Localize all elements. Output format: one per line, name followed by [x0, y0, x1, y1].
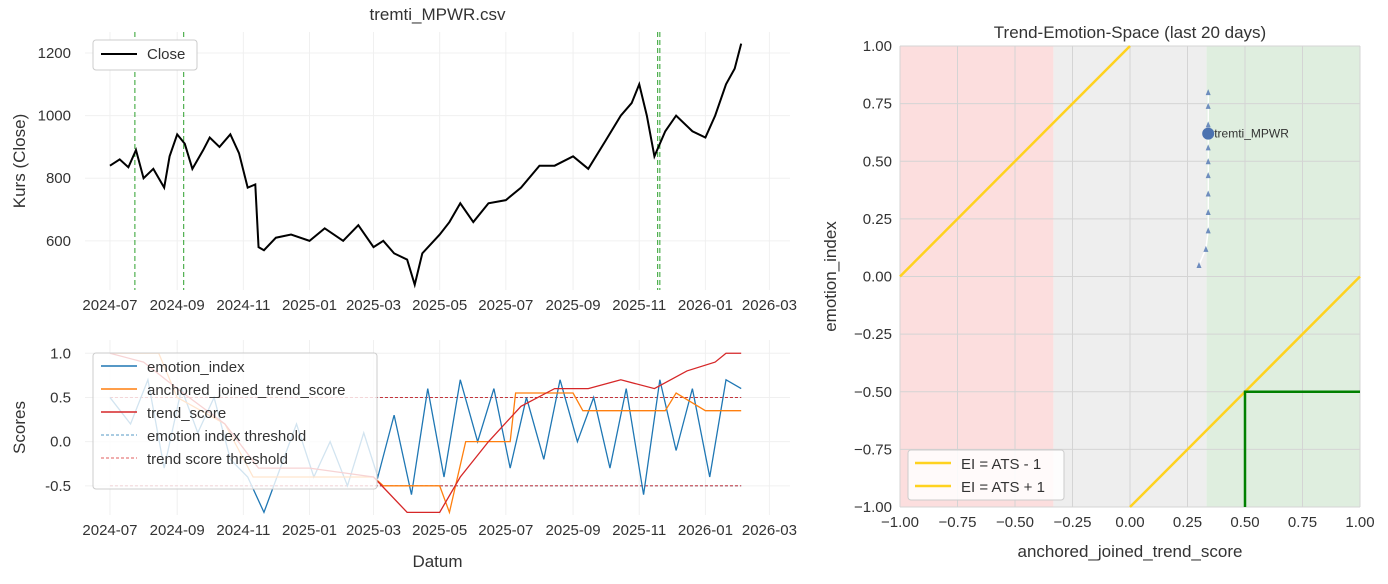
- x-tick-label: 0.00: [1115, 514, 1144, 531]
- y-tick-label: 600: [46, 233, 71, 250]
- x-tick-label: 2025-09: [546, 297, 601, 314]
- legend-label: EI = ATS + 1: [961, 479, 1045, 496]
- target-zone-box: [1243, 390, 1360, 507]
- y-axis-label: Scores: [10, 401, 29, 454]
- x-tick-label: −0.50: [996, 514, 1034, 531]
- x-tick-label: 2025-07: [478, 522, 533, 539]
- y-tick-label: 0.75: [863, 96, 892, 113]
- trail-arrow: [1205, 227, 1211, 234]
- current-point: [1202, 127, 1215, 140]
- y-tick-label: 0.5: [50, 389, 71, 406]
- x-tick-label: −1.00: [881, 514, 919, 531]
- x-tick-label: 0.50: [1230, 514, 1259, 531]
- trail-arrow: [1196, 261, 1202, 268]
- trail-arrow: [1205, 121, 1211, 128]
- x-tick-label: −0.75: [939, 514, 977, 531]
- chart-title: Trend-Emotion-Space (last 20 days): [994, 23, 1266, 42]
- x-tick-label: 2026-03: [742, 522, 797, 539]
- trail-arrow: [1205, 172, 1211, 179]
- point-label: tremti_MPWR: [1214, 127, 1289, 141]
- x-tick-label: 2025-09: [546, 522, 601, 539]
- legend-label: trend score threshold: [147, 451, 288, 468]
- y-tick-label: 0.25: [863, 211, 892, 228]
- reference-line: [899, 45, 1131, 278]
- trail-arrow: [1205, 208, 1211, 215]
- y-tick-label: 1200: [38, 45, 71, 62]
- x-tick-label: 2025-11: [612, 297, 666, 314]
- legend-label: EI = ATS - 1: [961, 456, 1041, 473]
- legend-label: trend_score: [147, 405, 226, 422]
- trail-arrow: [1205, 144, 1211, 151]
- y-tick-label: 1.0: [50, 345, 71, 362]
- y-tick-label: 1000: [38, 108, 71, 125]
- trail-arrow: [1205, 190, 1211, 197]
- x-tick-label: 2026-01: [678, 297, 733, 314]
- x-tick-label: 2025-03: [346, 297, 401, 314]
- legend: [92, 39, 198, 71]
- x-tick-label: 2025-03: [346, 522, 401, 539]
- x-tick-label: 2026-01: [678, 522, 733, 539]
- x-tick-label: 2024-09: [150, 297, 205, 314]
- y-tick-label: 0.50: [863, 153, 892, 170]
- y-tick-label: −0.75: [854, 441, 892, 458]
- legend-label: anchored_joined_trend_score: [147, 382, 345, 399]
- y-tick-label: 800: [46, 170, 71, 187]
- y-tick-label: −0.25: [854, 326, 892, 343]
- x-axis-label: Datum: [412, 552, 462, 571]
- trail-arrow: [1205, 102, 1211, 109]
- x-tick-label: 2026-03: [742, 297, 797, 314]
- x-tick-label: 2024-11: [216, 522, 270, 539]
- legend-label: emotion index threshold: [147, 428, 306, 445]
- trail-arrow: [1203, 245, 1209, 252]
- x-tick-label: −0.25: [1054, 514, 1092, 531]
- x-tick-label: 2024-07: [82, 297, 137, 314]
- legend-label: Close: [147, 46, 185, 63]
- y-tick-label: 0.00: [863, 269, 892, 286]
- close-line: [109, 43, 743, 289]
- y-tick-label: −0.50: [854, 384, 892, 401]
- legend: [92, 352, 378, 490]
- trail-arrow: [1205, 89, 1211, 96]
- x-tick-label: 0.25: [1173, 514, 1202, 531]
- trail-arrow: [1205, 158, 1211, 165]
- x-tick-label: 2025-11: [612, 522, 666, 539]
- y-tick-label: 1.00: [863, 38, 892, 55]
- y-tick-label: 0.0: [50, 434, 71, 451]
- x-tick-label: 1.00: [1345, 514, 1374, 531]
- y-tick-label: −1.00: [854, 499, 892, 516]
- x-tick-label: 2025-01: [282, 297, 337, 314]
- legend-label: emotion_index: [147, 359, 245, 376]
- x-tick-label: 2025-01: [282, 522, 337, 539]
- y-axis-label: Kurs (Close): [10, 114, 29, 208]
- x-tick-label: 2025-05: [412, 522, 467, 539]
- x-tick-label: 2025-07: [478, 297, 533, 314]
- y-tick-label: -0.5: [45, 478, 71, 495]
- x-tick-label: 2025-05: [412, 297, 467, 314]
- chart-title: tremti_MPWR.csv: [370, 5, 507, 24]
- x-axis-label: anchored_joined_trend_score: [1018, 542, 1243, 561]
- y-axis-label: emotion_index: [821, 221, 840, 332]
- x-tick-label: 0.75: [1288, 514, 1317, 531]
- x-tick-label: 2024-07: [82, 522, 137, 539]
- x-tick-label: 2024-11: [216, 297, 270, 314]
- x-tick-label: 2024-09: [150, 522, 205, 539]
